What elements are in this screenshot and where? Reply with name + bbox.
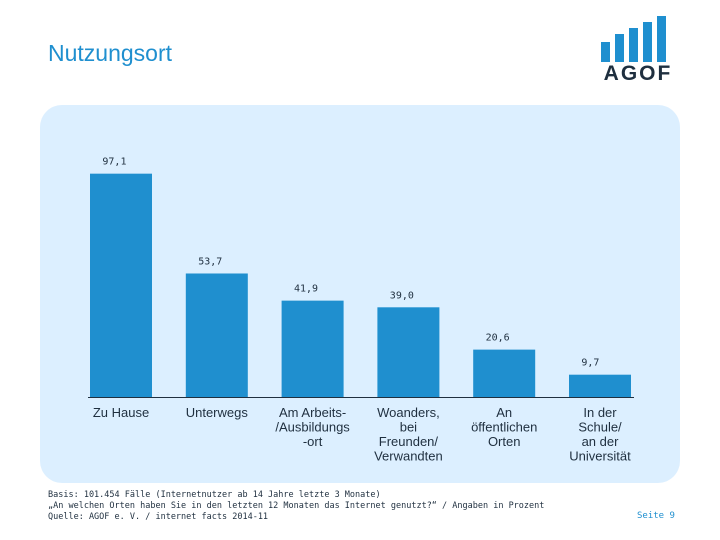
value-label-2: 41,9: [294, 284, 318, 295]
footnote: Basis: 101.454 Fälle (Internetnutzer ab …: [48, 490, 544, 523]
category-label-5-2: an der: [582, 434, 620, 449]
category-label-0-0: Zu Hause: [93, 405, 149, 420]
value-label-1: 53,7: [198, 256, 222, 267]
value-label-4: 20,6: [486, 333, 510, 344]
page-title: Nutzungsort: [48, 40, 173, 66]
category-label-3-0: Woanders,: [377, 405, 440, 420]
logo-text: AGOF: [603, 62, 673, 85]
bar-0: [90, 173, 152, 397]
category-label-5-0: In der: [583, 405, 617, 420]
category-label-3-1: bei: [400, 420, 417, 435]
category-label-5-3: Universität: [569, 449, 631, 464]
category-label-4-2: Orten: [488, 434, 521, 449]
category-label-3-3: Verwandten: [374, 449, 443, 464]
value-label-0: 97,1: [102, 157, 126, 168]
value-label-5: 9,7: [581, 358, 599, 369]
category-label-5-1: Schule/: [578, 420, 622, 435]
value-label-3: 39,0: [390, 290, 414, 301]
bar-1: [185, 273, 248, 397]
category-label-4-1: öffentlichen: [471, 420, 537, 435]
category-label-2-2: -ort: [303, 434, 323, 449]
footnote-source: Quelle: AGOF e. V. / internet facts 2014…: [48, 512, 269, 522]
category-label-2-1: /Ausbildungs: [275, 420, 350, 435]
bar-2: [281, 300, 344, 397]
bar-4: [473, 349, 536, 397]
category-label-4-0: An: [496, 405, 512, 420]
agof-logo-icon: [601, 16, 666, 62]
footnote-question: „An welchen Orten haben Sie in den letzt…: [48, 501, 545, 511]
bar-5: [569, 374, 631, 397]
category-label-2-0: Am Arbeits-: [279, 405, 346, 420]
footnote-basis: Basis: 101.454 Fälle (Internetnutzer ab …: [48, 490, 381, 500]
page-number: Seite 9: [637, 511, 675, 521]
category-label-1-0: Unterwegs: [186, 405, 249, 420]
category-label-3-2: Freunden/: [379, 434, 439, 449]
bar-3: [377, 307, 440, 397]
